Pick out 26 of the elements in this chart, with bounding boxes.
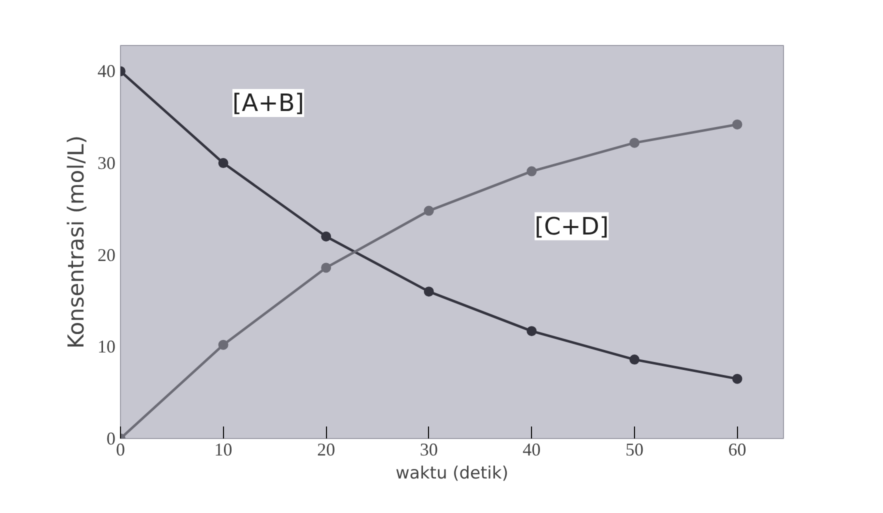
point (218, 340, 228, 350)
x-tick-label: 50 (625, 440, 644, 460)
point (732, 374, 742, 384)
point (629, 138, 640, 148)
point (732, 119, 742, 130)
y-tick-label: 10 (98, 336, 116, 357)
x-tick-label: 10 (214, 440, 232, 460)
y-axis-title: Konsentrasi (mol/L) (64, 135, 90, 349)
point (321, 232, 332, 242)
series-label: [C+D] (534, 212, 609, 240)
y-tick-label: 30 (98, 153, 116, 174)
y-tick-label: 20 (98, 244, 116, 265)
y-tick-label: 40 (98, 61, 116, 82)
point (424, 286, 434, 297)
point (629, 354, 640, 365)
point (424, 206, 434, 216)
point (526, 166, 537, 176)
x-tick-label: 30 (420, 440, 438, 460)
point (526, 326, 537, 336)
x-tick-label: 40 (522, 440, 541, 460)
x-axis-title: waktu (detik) (396, 464, 508, 484)
point (218, 158, 228, 168)
x-tick-label: 20 (317, 440, 336, 460)
series-label: [A+B] (232, 89, 304, 118)
point (321, 262, 332, 273)
x-tick-label: 60 (728, 440, 746, 460)
